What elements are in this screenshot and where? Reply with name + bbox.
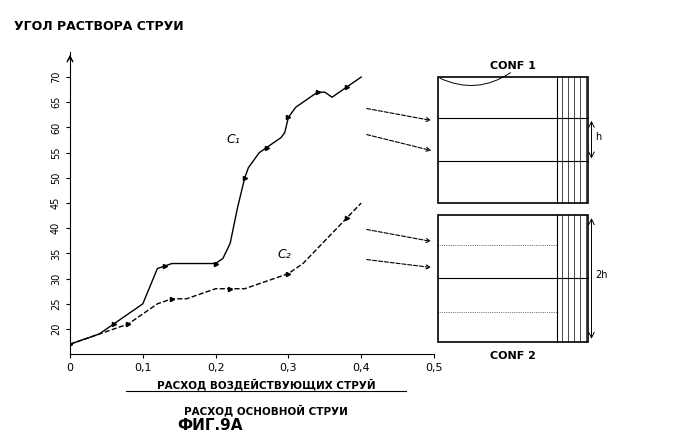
Text: CONF 2: CONF 2 bbox=[490, 351, 536, 362]
Text: 2h: 2h bbox=[595, 270, 608, 280]
Bar bbox=[438, 215, 588, 342]
Text: h: h bbox=[595, 132, 601, 142]
Text: УГОЛ РАСТВОРА СТРУИ: УГОЛ РАСТВОРА СТРУИ bbox=[14, 20, 183, 33]
Text: РАСХОД ВОЗДЕЙСТВУЮЩИХ СТРУЙ: РАСХОД ВОЗДЕЙСТВУЮЩИХ СТРУЙ bbox=[157, 379, 375, 391]
Text: РАСХОД ОСНОВНОЙ СТРУИ: РАСХОД ОСНОВНОЙ СТРУИ bbox=[184, 405, 348, 417]
Text: ФИГ.9А: ФИГ.9А bbox=[177, 418, 243, 432]
Text: C₂: C₂ bbox=[277, 248, 291, 261]
Text: CONF 1: CONF 1 bbox=[490, 61, 536, 71]
Bar bbox=[438, 77, 588, 203]
Text: C₁: C₁ bbox=[227, 133, 240, 146]
